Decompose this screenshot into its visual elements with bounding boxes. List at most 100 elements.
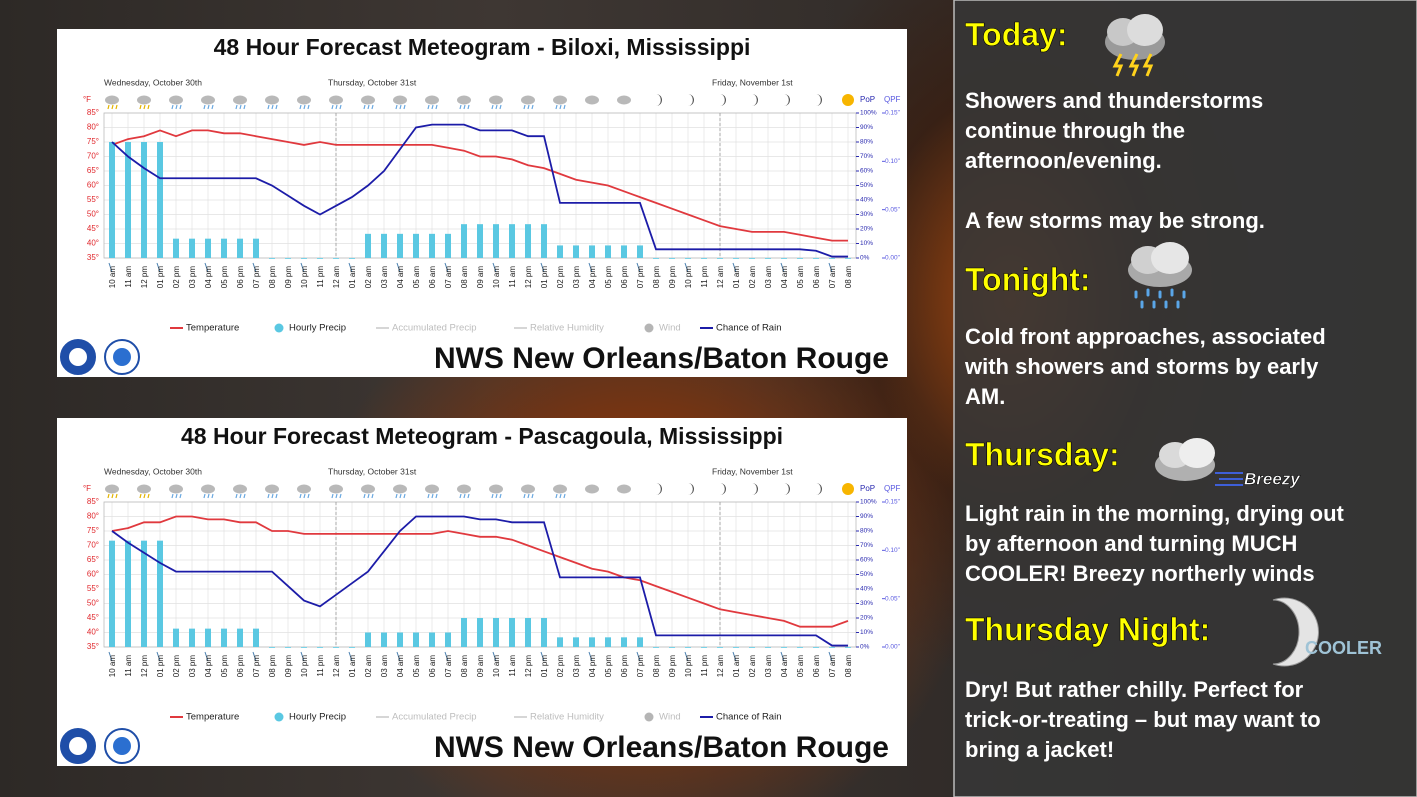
- precip-bar: [509, 618, 515, 647]
- x-tick-label: 04 am: [780, 266, 789, 289]
- weather-icon: [169, 95, 183, 105]
- weather-icon: [393, 484, 407, 494]
- x-tick-label: 09 am: [476, 266, 485, 289]
- x-tick-label: 08 am: [844, 266, 853, 289]
- chart-title: 48 Hour Forecast Meteogram - Biloxi, Mis…: [214, 34, 751, 60]
- x-tick-label: 02 pm: [172, 266, 181, 289]
- y2-label: PoP: [860, 95, 875, 104]
- y2-tick-label: 90%: [860, 124, 873, 131]
- precip-bar: [285, 258, 291, 259]
- precip-bar: [669, 647, 675, 648]
- precip-bar: [653, 258, 659, 259]
- y-tick-label: 55°: [87, 584, 99, 593]
- precip-bar: [237, 628, 243, 647]
- precip-bar: [829, 647, 835, 648]
- section-text: by afternoon and turning MUCH: [965, 531, 1297, 556]
- logo-center: [113, 348, 131, 366]
- x-tick-label: 07 am: [828, 655, 837, 678]
- rain-icon: [1128, 242, 1192, 309]
- y2-tick-label: 30%: [860, 211, 873, 218]
- legend-swatch: [644, 712, 654, 722]
- wind-arrow: [492, 651, 497, 662]
- precip-bar: [477, 618, 483, 647]
- legend-label: Temperature: [186, 323, 239, 334]
- x-tick-label: 11 pm: [316, 266, 325, 288]
- x-tick-label: 04 pm: [588, 266, 597, 289]
- weather-icon: [553, 484, 567, 494]
- precip-bar: [397, 632, 403, 647]
- precip-bar: [781, 258, 787, 259]
- weather-icon: [233, 484, 247, 494]
- precip-bar: [701, 258, 707, 259]
- y3-tick-label: 0.00": [885, 644, 901, 651]
- x-tick-label: 08 pm: [652, 266, 661, 289]
- x-tick-label: 01 pm: [156, 655, 165, 678]
- wind-arrow: [444, 262, 449, 273]
- wind-arrow: [636, 262, 641, 273]
- y-tick-label: 80°: [87, 512, 99, 521]
- precip-bar: [749, 258, 755, 259]
- y2-tick-label: 100%: [860, 499, 877, 506]
- x-tick-label: 11 pm: [700, 266, 709, 288]
- precip-bar: [157, 540, 163, 647]
- weather-icon-rain: [555, 104, 566, 110]
- weather-icon: [329, 484, 343, 494]
- section-text: afternoon/evening.: [965, 148, 1162, 173]
- legend-label: Accumulated Precip: [392, 323, 476, 334]
- precip-bar: [301, 258, 307, 259]
- x-tick-label: 09 am: [476, 655, 485, 678]
- precip-bar: [781, 647, 787, 648]
- x-tick-label: 04 am: [396, 266, 405, 289]
- weather-icon-rain: [523, 493, 534, 499]
- x-tick-label: 06 pm: [620, 266, 629, 289]
- weather-icon-rain: [395, 493, 406, 499]
- precip-bar: [845, 258, 851, 259]
- precip-bar: [717, 258, 723, 259]
- weather-icon-rain: [235, 493, 246, 499]
- precip-bar: [173, 628, 179, 647]
- wind-arrow: [108, 262, 113, 273]
- weather-icon: [105, 484, 119, 494]
- wind-arrow: [540, 262, 545, 273]
- section-text: AM.: [965, 384, 1005, 409]
- series-line: [111, 515, 848, 647]
- x-tick-label: 07 pm: [252, 266, 261, 289]
- weather-icon-rain: [203, 104, 214, 110]
- y-tick-label: 50°: [87, 599, 99, 608]
- x-tick-label: 05 am: [412, 266, 421, 289]
- precip-bar: [445, 233, 451, 258]
- weather-icon: [265, 484, 279, 494]
- x-tick-label: 10 pm: [684, 266, 693, 289]
- x-tick-label: 02 am: [748, 655, 757, 678]
- legend-label: Wind: [659, 323, 681, 334]
- weather-icon: [201, 95, 215, 105]
- precip-bar: [269, 647, 275, 648]
- x-tick-label: 11 am: [508, 655, 517, 677]
- x-tick-label: 07 pm: [636, 266, 645, 289]
- y-tick-label: 35°: [87, 253, 99, 262]
- chart-panel: [57, 418, 907, 766]
- day-label: Friday, November 1st: [712, 77, 793, 87]
- precip-bar: [669, 258, 675, 259]
- x-tick-label: 05 am: [796, 266, 805, 289]
- y2-tick-label: 70%: [860, 542, 873, 549]
- weather-icon: [361, 95, 375, 105]
- precip-bar: [685, 647, 691, 648]
- wind-arrow: [204, 651, 209, 662]
- weather-icon-rain: [171, 493, 182, 499]
- y2-tick-label: 0%: [860, 255, 870, 262]
- wind-arrow: [348, 651, 353, 662]
- moon-icon: [816, 483, 822, 495]
- x-tick-label: 11 pm: [700, 655, 709, 677]
- wind-arrow: [156, 651, 161, 662]
- moon-icon: [784, 94, 790, 106]
- section-badge: Breezy: [1244, 469, 1301, 488]
- x-tick-label: 06 am: [428, 266, 437, 289]
- x-tick-label: 09 pm: [668, 266, 677, 289]
- weather-icon: [617, 484, 631, 494]
- precip-bar: [685, 258, 691, 259]
- y2-tick-label: 80%: [860, 139, 873, 146]
- precip-bar: [621, 245, 627, 258]
- x-tick-label: 01 pm: [540, 655, 549, 678]
- y-tick-label: 60°: [87, 570, 99, 579]
